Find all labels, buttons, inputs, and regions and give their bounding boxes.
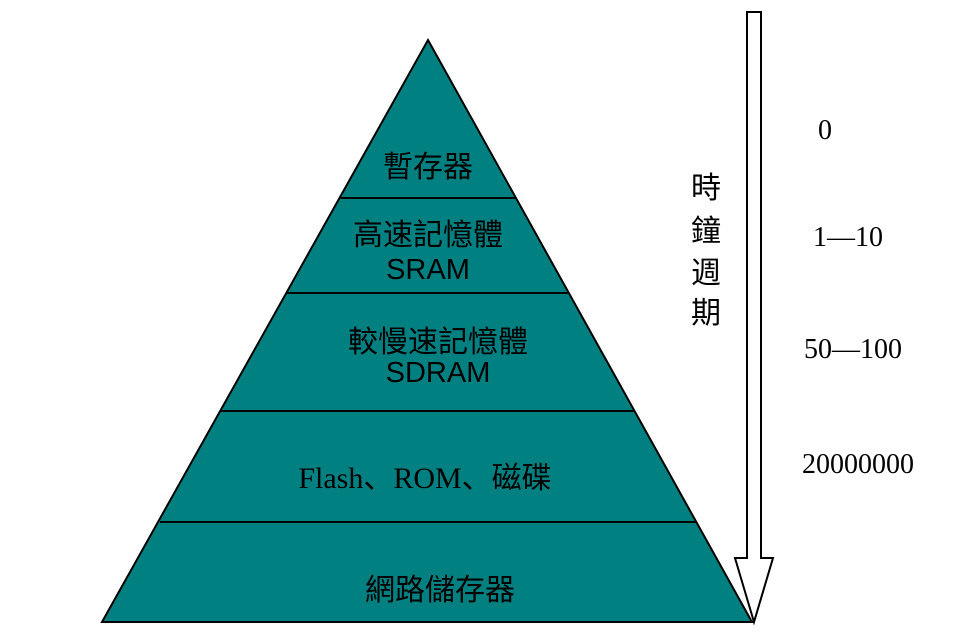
cycle-value-slow-memory: 50—100 [804, 334, 902, 365]
down-arrow-icon [733, 11, 775, 626]
level-fast-memory-sub: SRAM [386, 254, 470, 286]
level-slow-memory-sub: SDRAM [385, 357, 491, 389]
cycle-value-storage: 20000000 [802, 449, 914, 480]
clock-cycle-char-4: 期 [691, 296, 721, 331]
clock-cycle-char-1: 時 [691, 171, 721, 206]
cycle-value-fast-memory: 1—10 [813, 222, 883, 253]
level-slow-memory-label: 較慢速記憶體 [348, 326, 528, 359]
cycle-value-registers: 0 [818, 115, 832, 146]
level-registers-label: 暫存器 [383, 151, 473, 184]
clock-cycle-char-3: 週 [691, 256, 721, 291]
pyramid [100, 37, 754, 623]
clock-cycle-char-2: 鐘 [691, 214, 721, 249]
level-fast-memory-label: 高速記憶體 [353, 219, 503, 252]
level-storage-label: Flash、ROM、磁碟 [298, 462, 552, 495]
level-network-storage-label: 網路儲存器 [365, 574, 515, 607]
